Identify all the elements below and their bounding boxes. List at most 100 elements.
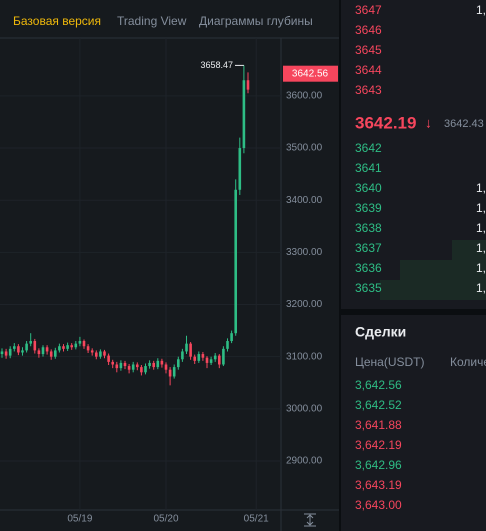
candle-body: [160, 360, 164, 365]
bid-price: 3637: [355, 241, 382, 255]
candle-body: [45, 347, 49, 352]
trade-price: 3,641.88: [355, 418, 402, 432]
tab[interactable]: Диаграммы глубины: [199, 14, 313, 28]
trade-price: 3,642.52: [355, 398, 402, 412]
fit-icon[interactable]: [304, 513, 316, 527]
candle-body: [99, 351, 102, 357]
candle-body: [21, 350, 24, 353]
candle-body: [119, 362, 123, 369]
candle-body: [66, 345, 69, 349]
column-header: Количе: [450, 355, 486, 369]
ask-price: 3643: [355, 83, 382, 97]
bid-amount: 1,: [476, 241, 486, 255]
candle-body: [168, 369, 172, 377]
candle-body: [140, 367, 143, 373]
bid-amount: 1,: [476, 221, 486, 235]
candle-body: [230, 333, 233, 342]
candle-body: [205, 357, 209, 363]
bid-price: 3636: [355, 261, 382, 275]
candle-body: [33, 341, 37, 351]
candle-body: [54, 350, 57, 357]
y-tick-label: 2900.00: [286, 456, 323, 467]
candle-body: [164, 364, 168, 370]
candle-body: [181, 351, 184, 360]
candle-body: [218, 355, 221, 365]
candle-body: [74, 343, 78, 348]
bid-price: 3641: [355, 161, 382, 175]
candle-body: [8, 348, 12, 356]
y-tick-label: 3300.00: [286, 247, 323, 258]
bid-price: 3642: [355, 141, 382, 155]
candle-body: [185, 343, 188, 352]
candle-body: [4, 351, 8, 356]
candle-body: [49, 351, 53, 357]
x-tick-label: 05/19: [67, 514, 92, 525]
candle-body: [246, 80, 250, 90]
candle-body: [201, 354, 205, 358]
candle-body: [152, 362, 155, 368]
ask-amount: 1,: [476, 3, 486, 17]
depth-bar: [380, 280, 486, 300]
tab[interactable]: Базовая версия: [13, 14, 101, 28]
candle-body: [131, 364, 135, 370]
y-tick-label: 3500.00: [286, 143, 323, 154]
mid-price: 3642.19: [355, 113, 416, 132]
y-tick-label: 3400.00: [286, 195, 323, 206]
candle-body: [25, 343, 28, 351]
candle-body: [90, 350, 94, 353]
mid-arrow: ↓: [425, 115, 432, 131]
column-header: Цена(USDT): [355, 355, 425, 369]
bid-amount: 1,: [476, 261, 486, 275]
candle-body: [58, 346, 61, 351]
candle-body: [222, 348, 225, 365]
ask-price: 3644: [355, 63, 382, 77]
candle-body: [95, 352, 98, 357]
y-tick-label: 3100.00: [286, 351, 323, 362]
chart-panel: [0, 0, 340, 531]
candle-body: [115, 364, 119, 369]
candle-body: [197, 354, 201, 361]
candle-body: [70, 345, 73, 348]
depth-bar: [400, 260, 486, 280]
y-tick-label: 3600.00: [286, 91, 323, 102]
candle-body: [226, 341, 229, 349]
depth-bar: [452, 240, 486, 260]
y-tick-label: 3000.00: [286, 403, 323, 414]
trade-price: 3,642.56: [355, 378, 402, 392]
candle-body: [103, 351, 106, 356]
candle-body: [111, 361, 114, 365]
trade-price: 3,643.19: [355, 478, 402, 492]
candle-body: [172, 367, 176, 377]
trades-title: Сделки: [355, 324, 406, 340]
last-price-label: 3642.56: [292, 68, 329, 79]
last-price-tag: [283, 65, 338, 82]
tab[interactable]: Trading View: [117, 14, 187, 28]
candle-body: [86, 346, 90, 351]
candle-body: [209, 359, 213, 363]
candle-body: [37, 350, 41, 355]
mark-price: 3642.43: [444, 118, 484, 130]
candle-body: [0, 351, 4, 355]
candle-body: [156, 360, 160, 368]
candle-body: [234, 189, 237, 334]
bid-price: 3635: [355, 281, 382, 295]
candle-body: [82, 341, 86, 347]
candle-body: [148, 362, 151, 367]
candle-body: [242, 80, 246, 149]
candle-body: [107, 355, 110, 362]
bid-price: 3639: [355, 201, 382, 215]
candle-body: [136, 364, 139, 368]
x-tick-label: 05/20: [153, 514, 178, 525]
bid-amount: 1,: [476, 281, 486, 295]
candle-body: [177, 359, 180, 368]
y-tick-label: 3200.00: [286, 299, 323, 310]
bid-price: 3638: [355, 221, 382, 235]
candle-body: [238, 148, 242, 190]
ask-price: 3647: [355, 3, 382, 17]
bid-amount: 1,: [476, 201, 486, 215]
candle-body: [144, 366, 147, 373]
candle-body: [127, 366, 131, 370]
candle-body: [29, 341, 32, 344]
